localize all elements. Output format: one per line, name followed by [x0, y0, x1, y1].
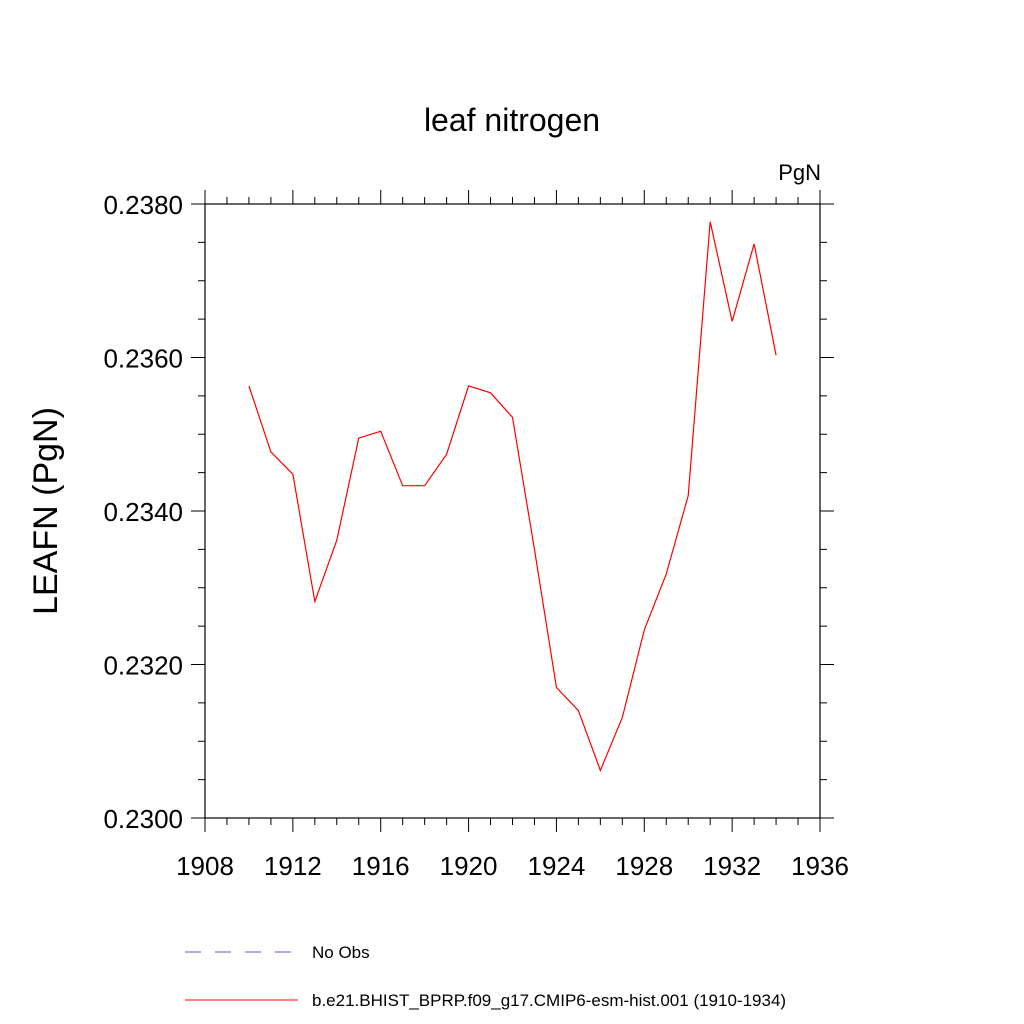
x-tick-label: 1920 — [440, 851, 498, 881]
y-tick-label: 0.2340 — [103, 497, 183, 527]
chart-title: leaf nitrogen — [424, 102, 600, 138]
units-label: PgN — [778, 160, 821, 185]
x-axis-ticks: 1908 1912 1916 1920 1924 1928 1932 1936 — [176, 190, 849, 881]
y-tick-label: 0.2300 — [103, 804, 183, 834]
x-tick-label: 1916 — [352, 851, 410, 881]
series-layer — [248, 221, 777, 773]
legend-entry-label: b.e21.BHIST_BPRP.f09_g17.CMIP6-esm-hist.… — [312, 991, 786, 1010]
x-tick-label: 1932 — [703, 851, 761, 881]
plot-area-frame — [204, 203, 821, 819]
x-tick-label: 1928 — [615, 851, 673, 881]
x-tick-label: 1924 — [528, 851, 586, 881]
legend: No Obs b.e21.BHIST_BPRP.f09_g17.CMIP6-esm… — [185, 943, 786, 1010]
legend-entry-label: No Obs — [312, 943, 370, 962]
y-axis-label: LEAFN (PgN) — [27, 407, 65, 615]
y-tick-label: 0.2320 — [103, 651, 183, 681]
x-tick-label: 1912 — [264, 851, 322, 881]
y-axis-ticks: 0.2300 0.2320 0.2340 0.2360 0.2380 — [103, 190, 834, 834]
y-tick-label: 0.2360 — [103, 344, 183, 374]
x-tick-label: 1936 — [791, 851, 849, 881]
series-line — [248, 221, 777, 773]
y-tick-label: 0.2380 — [103, 190, 183, 220]
x-tick-label: 1908 — [176, 851, 234, 881]
